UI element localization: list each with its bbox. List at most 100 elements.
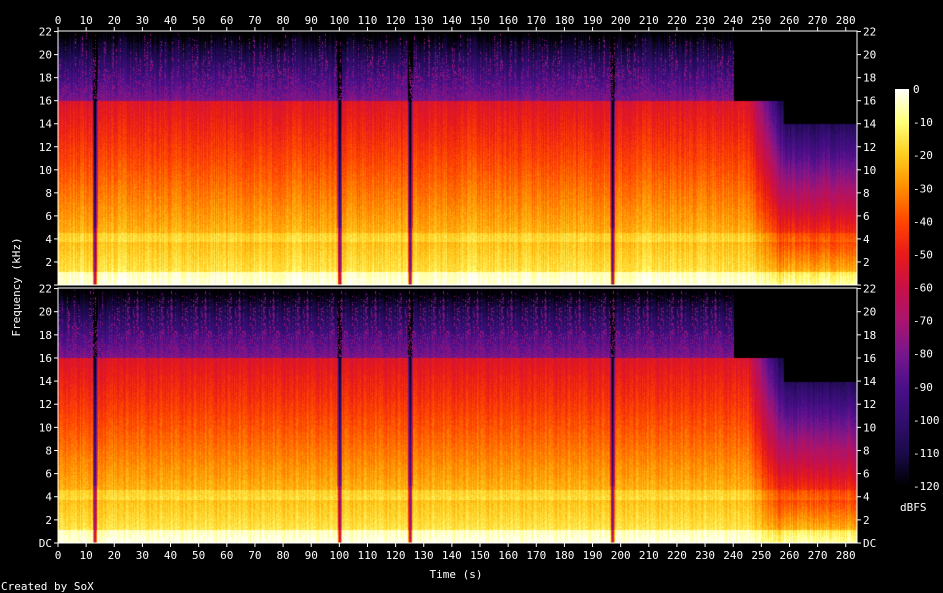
y-tick-label-right: 4 <box>863 491 870 504</box>
x-tick-label-top: 280 <box>836 14 856 27</box>
y-tick-label-right: 20 <box>863 306 876 319</box>
colorbar-label: dBFS <box>900 501 927 514</box>
x-tick-label-bottom: 120 <box>386 549 406 562</box>
y-tick-label-right: 4 <box>863 233 870 246</box>
x-tick-label-top: 240 <box>723 14 743 27</box>
x-tick-label-bottom: 230 <box>695 549 715 562</box>
x-tick-label-bottom: 110 <box>358 549 378 562</box>
y-tick-label-left: 8 <box>45 444 52 457</box>
colorbar-tick-label: -90 <box>913 381 933 394</box>
x-tick-label-bottom: 40 <box>164 549 177 562</box>
y-tick-label-left: DC <box>39 537 52 550</box>
x-tick-label-top: 10 <box>80 14 93 27</box>
y-tick-label-right: 18 <box>863 329 876 342</box>
x-tick-label-top: 230 <box>695 14 715 27</box>
x-tick-label-bottom: 100 <box>329 549 349 562</box>
y-tick-label-left: 14 <box>39 118 53 131</box>
x-tick-label-top: 160 <box>498 14 518 27</box>
y-tick-label-left: 18 <box>39 72 52 85</box>
y-tick-label-left: 4 <box>45 233 52 246</box>
y-tick-label-left: 4 <box>45 491 52 504</box>
x-tick-label-bottom: 270 <box>808 549 828 562</box>
x-tick-label-bottom: 210 <box>639 549 659 562</box>
y-tick-label-left: 6 <box>45 468 52 481</box>
spectrogram-channel-2 <box>58 288 857 543</box>
x-tick-label-top: 200 <box>611 14 631 27</box>
x-tick-label-bottom: 70 <box>248 549 261 562</box>
colorbar-tick-label: -30 <box>913 182 933 195</box>
x-tick-label-top: 90 <box>305 14 318 27</box>
x-tick-label-top: 0 <box>55 14 62 27</box>
x-tick-label-top: 110 <box>358 14 378 27</box>
colorbar-ticks: 0 -10 -20 -30 -40 -50 -60 -70 -80 -90 -100 -110 -120 <box>913 83 940 493</box>
x-tick-label-top: 20 <box>108 14 121 27</box>
y-tick-label-left: 2 <box>45 256 52 269</box>
x-tick-label-bottom: 30 <box>136 549 149 562</box>
y-tick-label-left: 16 <box>39 352 52 365</box>
y-tick-label-left: 12 <box>39 398 52 411</box>
y-tick-label-left: 6 <box>45 210 52 223</box>
x-tick-label-top: 220 <box>667 14 687 27</box>
x-axis-label: Time (s) <box>430 568 483 581</box>
colorbar-tick-label: -50 <box>913 248 933 261</box>
x-tick-label-top: 120 <box>386 14 406 27</box>
colorbar <box>895 89 909 486</box>
colorbar-tick-label: -10 <box>913 116 933 129</box>
x-tick-label-top: 190 <box>583 14 603 27</box>
x-tick-label-top: 150 <box>470 14 490 27</box>
x-tick-label-top: 30 <box>136 14 149 27</box>
x-tick-label-bottom: 0 <box>55 549 62 562</box>
colorbar-tick-label: -80 <box>913 348 933 361</box>
spectrogram-channel-1 <box>58 31 857 285</box>
colorbar-tick-label: -40 <box>913 215 933 228</box>
y-tick-label-right: 14 <box>863 375 877 388</box>
x-tick-label-top: 100 <box>329 14 349 27</box>
x-tick-label-bottom: 200 <box>611 549 631 562</box>
axes-group: 0 0 10 10 20 20 30 30 40 40 50 50 60 60 70 70 80 80 90 90 10… <box>39 14 877 562</box>
x-tick-label-bottom: 240 <box>723 549 743 562</box>
y-tick-label-right: 10 <box>863 421 876 434</box>
x-tick-label-bottom: 50 <box>192 549 205 562</box>
x-tick-label-bottom: 190 <box>583 549 603 562</box>
y-tick-label-right: 8 <box>863 187 870 200</box>
y-tick-label-left: 20 <box>39 306 52 319</box>
x-tick-label-bottom: 20 <box>108 549 121 562</box>
y-tick-label-right: 20 <box>863 49 876 62</box>
colorbar-tick-label: -110 <box>913 447 940 460</box>
colorbar-tick-label: -60 <box>913 282 933 295</box>
y-tick-label-right: 2 <box>863 514 870 527</box>
x-tick-label-bottom: 60 <box>220 549 233 562</box>
y-tick-label-right: 12 <box>863 141 876 154</box>
x-tick-label-top: 130 <box>414 14 434 27</box>
y-tick-label-right: 16 <box>863 95 876 108</box>
y-tick-label-left: 14 <box>39 375 53 388</box>
panel-frame-2 <box>57 287 858 544</box>
y-tick-label-right: 22 <box>863 283 876 296</box>
x-tick-label-top: 70 <box>248 14 261 27</box>
y-tick-label-right: 8 <box>863 444 870 457</box>
y-tick-label-right: 10 <box>863 164 876 177</box>
y-tick-label-right: 14 <box>863 118 877 131</box>
x-tick-label-bottom: 250 <box>751 549 771 562</box>
y-tick-label-right: 6 <box>863 468 870 481</box>
x-tick-label-top: 270 <box>808 14 828 27</box>
colorbar-tick-label: -70 <box>913 315 933 328</box>
x-tick-label-top: 250 <box>751 14 771 27</box>
y-tick-label-right: 12 <box>863 398 876 411</box>
y-tick-label-left: 10 <box>39 164 52 177</box>
x-tick-label-bottom: 90 <box>305 549 318 562</box>
x-tick-label-bottom: 140 <box>442 549 462 562</box>
created-by-credit: Created by SoX <box>1 580 94 593</box>
y-tick-label-left: 10 <box>39 421 52 434</box>
x-tick-label-top: 210 <box>639 14 659 27</box>
x-tick-label-bottom: 10 <box>80 549 93 562</box>
x-tick-label-top: 80 <box>276 14 289 27</box>
x-tick-label-top: 140 <box>442 14 462 27</box>
x-tick-label-bottom: 180 <box>554 549 574 562</box>
x-tick-label-top: 180 <box>554 14 574 27</box>
y-tick-label-right: 22 <box>863 26 876 39</box>
x-tick-label-top: 40 <box>164 14 177 27</box>
y-tick-label-left: 20 <box>39 49 52 62</box>
y-tick-label-left: 16 <box>39 95 52 108</box>
